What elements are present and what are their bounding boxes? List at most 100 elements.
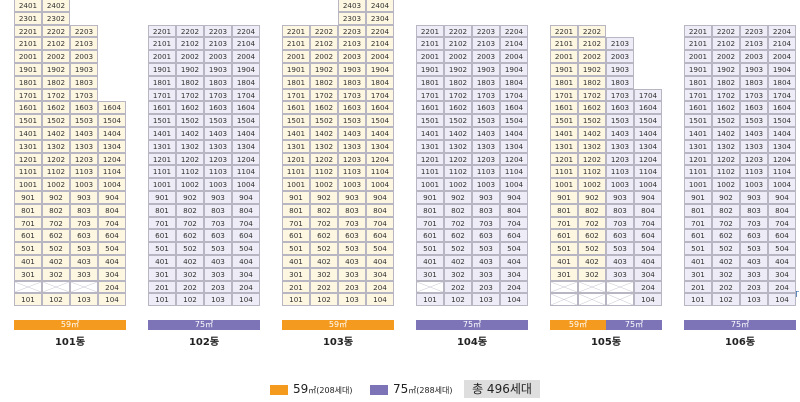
unit-cell: 1704: [634, 88, 662, 102]
unit-cell: 1104: [500, 165, 528, 179]
unit-cell: 502: [176, 242, 204, 255]
unit-cell: 204: [366, 280, 394, 294]
unit-cell: 1002: [310, 178, 338, 191]
unit-cell: 1402: [712, 127, 740, 140]
unit-cell: 801: [416, 203, 444, 217]
unit-cell: 902: [310, 191, 338, 204]
unit-cell: 1401: [282, 127, 310, 140]
unit-cell: 1101: [282, 165, 310, 179]
unit-cell: 1602: [310, 101, 338, 115]
unit-cell: 1204: [98, 152, 126, 166]
unit-cell: 2001: [148, 50, 176, 63]
unit-cell: 2001: [684, 50, 712, 63]
unit-cell: 304: [366, 267, 394, 281]
unit-cell: 1601: [14, 101, 42, 115]
unit-cell: 1904: [768, 63, 796, 76]
unit-cell: 1004: [500, 178, 528, 191]
unit-cell: 1604: [232, 101, 260, 115]
unit-type-bar-59: 59㎡: [14, 320, 126, 330]
unit-cell: 2101: [684, 37, 712, 51]
unit-cell: 1502: [444, 114, 472, 127]
unit-cell: 2001: [550, 50, 578, 63]
unit-cell: 1702: [444, 88, 472, 102]
unit-cell: 1901: [684, 63, 712, 76]
unit-cell: 1404: [768, 127, 796, 140]
unit-cell: 404: [634, 255, 662, 268]
unit-cell: 1201: [14, 152, 42, 166]
unit-cell: 1803: [70, 75, 98, 89]
unit-cell: 1002: [444, 178, 472, 191]
unit-cell: 304: [768, 267, 796, 281]
unit-cell: 403: [606, 255, 634, 268]
unit-cell: 1204: [232, 152, 260, 166]
unit-cell: 2403: [338, 0, 366, 12]
unit-cell: 1702: [310, 88, 338, 102]
unit-cell: 201: [684, 280, 712, 294]
unit-cell: 103: [740, 293, 768, 307]
unit-cell: 2102: [176, 37, 204, 51]
unit-cell: 1704: [366, 88, 394, 102]
unit-cell: 1201: [416, 152, 444, 166]
unit-cell: 1404: [500, 127, 528, 140]
unit-cell: 1102: [42, 165, 70, 179]
unit-cell: 104: [634, 293, 662, 307]
unit-cell: 602: [176, 229, 204, 243]
unit-cell: 401: [148, 255, 176, 268]
unit-cell: 1901: [14, 63, 42, 76]
unit-cell: 2102: [310, 37, 338, 51]
unit-cell: 503: [472, 242, 500, 255]
unit-cell: 204: [500, 280, 528, 294]
unit-cell: 503: [338, 242, 366, 255]
unit-cell: 1001: [282, 178, 310, 191]
unit-cell: 1903: [70, 63, 98, 76]
unit-cell: 1202: [176, 152, 204, 166]
unit-cell: 1903: [472, 63, 500, 76]
unit-cell: 1303: [606, 139, 634, 153]
unit-cell: 1204: [768, 152, 796, 166]
unit-cell: 901: [282, 191, 310, 204]
unit-cell: 2202: [176, 24, 204, 38]
unit-cell: 2204: [500, 24, 528, 38]
unit-type-bar-59: 59㎡: [282, 320, 394, 330]
unit-cell: 603: [606, 229, 634, 243]
unit-cell: 1501: [416, 114, 444, 127]
unit-cell: 903: [606, 191, 634, 204]
unit-cell: 2102: [578, 37, 606, 51]
unit-cell: 1703: [70, 88, 98, 102]
unit-cell: 1802: [42, 75, 70, 89]
unit-cell: 1001: [14, 178, 42, 191]
unit-cell: 1102: [712, 165, 740, 179]
unit-cell: 1302: [42, 139, 70, 153]
unit-cell: 1701: [416, 88, 444, 102]
unit-cell: 802: [310, 203, 338, 217]
unit-cell: 2202: [444, 24, 472, 38]
unit-cell: 1603: [606, 101, 634, 115]
unit-cell: 802: [444, 203, 472, 217]
unit-cell: 1504: [98, 114, 126, 127]
unit-cell: 804: [500, 203, 528, 217]
unit-cell: 1003: [606, 178, 634, 191]
unit-cell: 1101: [550, 165, 578, 179]
unit-cell: 2002: [310, 50, 338, 63]
unit-cell: 1801: [282, 75, 310, 89]
unit-cell: 1404: [232, 127, 260, 140]
unit-cell: 604: [366, 229, 394, 243]
unit-cell: 1301: [282, 139, 310, 153]
unit-cell: 503: [606, 242, 634, 255]
unit-cell: 504: [98, 242, 126, 255]
building-name: 101동: [54, 337, 86, 348]
unit-cell: 1201: [550, 152, 578, 166]
unit-cell: 601: [550, 229, 578, 243]
unit-cell: 1004: [98, 178, 126, 191]
unit-cell: 1002: [578, 178, 606, 191]
unit-cell: 2204: [768, 24, 796, 38]
unit-cell: 1803: [472, 75, 500, 89]
unit-cell: 1002: [712, 178, 740, 191]
unit-cell: 603: [338, 229, 366, 243]
unit-cell: 704: [366, 216, 394, 230]
unit-cell: 903: [740, 191, 768, 204]
unit-cell: 1703: [338, 88, 366, 102]
unit-cell: 1704: [232, 88, 260, 102]
unit-cell: 302: [176, 267, 204, 281]
unit-cell: 801: [14, 203, 42, 217]
